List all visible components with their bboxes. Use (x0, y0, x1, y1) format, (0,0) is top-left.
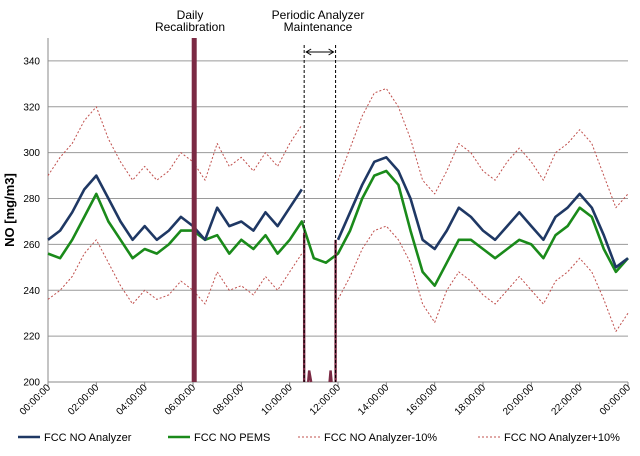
x-tick-label: 02:00:00 (66, 382, 102, 418)
arrow-head-right (328, 48, 335, 56)
y-tick-label: 220 (23, 332, 40, 343)
legend-label-4: FCC NO Analyzer+10% (504, 432, 620, 444)
legend-label-2: FCC NO PEMS (194, 432, 270, 444)
x-tick-label: 04:00:00 (114, 382, 150, 418)
event-markers (191, 38, 337, 383)
y-axis-label: NO [mg/m3] (2, 173, 17, 247)
x-tick-label: 18:00:00 (453, 382, 489, 418)
legend-label-1: FCC NO Analyzer (44, 432, 132, 444)
legend-label-3: FCC NO Analyzer-10% (324, 432, 437, 444)
recalibration-spike (191, 38, 197, 382)
maintenance-drop (302, 232, 313, 383)
y-tick-label: 300 (23, 148, 40, 159)
y-tick-label: 260 (23, 240, 40, 251)
x-tick-label: 22:00:00 (549, 382, 585, 418)
series-lines (47, 88, 629, 332)
y-tick-labels: 200 220 240 260 280 300 320 340 (23, 56, 40, 388)
maintenance-return (328, 239, 337, 383)
x-tick-label: 08:00:00 (211, 382, 247, 418)
x-tick-label: 12:00:00 (308, 382, 344, 418)
arrow-head-left (305, 48, 312, 56)
annotations: Daily Recalibration Periodic Analyzer Maint… (155, 8, 364, 34)
series-line-4 (47, 88, 629, 209)
y-tick-label: 200 (23, 378, 40, 389)
x-tick-label: 10:00:00 (259, 382, 295, 418)
series-line-3 (47, 225, 629, 332)
x-tick-labels: 00:00:00 02:00:00 04:00:00 06:00:00 08:00:00… (18, 382, 634, 418)
x-tick-label: 20:00:00 (501, 382, 537, 418)
annotation-periodic-maintenance: Periodic Analyzer Maintenance (272, 8, 365, 34)
series-line-1 (47, 156, 629, 269)
y-tick-label: 240 (23, 286, 40, 297)
x-tick-label: 16:00:00 (404, 382, 440, 418)
x-tick-label: 00:00:00 (598, 382, 634, 418)
y-tick-label: 340 (23, 56, 40, 67)
legend: FCC NO Analyzer FCC NO PEMS FCC NO Analyze… (18, 432, 620, 444)
gridlines (47, 38, 628, 383)
x-tick-label: 06:00:00 (163, 382, 199, 418)
series-line-2 (47, 169, 629, 287)
x-tick-label: 14:00:00 (356, 382, 392, 418)
annotation-daily-recalibration: Daily Recalibration (155, 8, 225, 34)
y-tick-label: 320 (23, 102, 40, 113)
y-tick-label: 280 (23, 194, 40, 205)
